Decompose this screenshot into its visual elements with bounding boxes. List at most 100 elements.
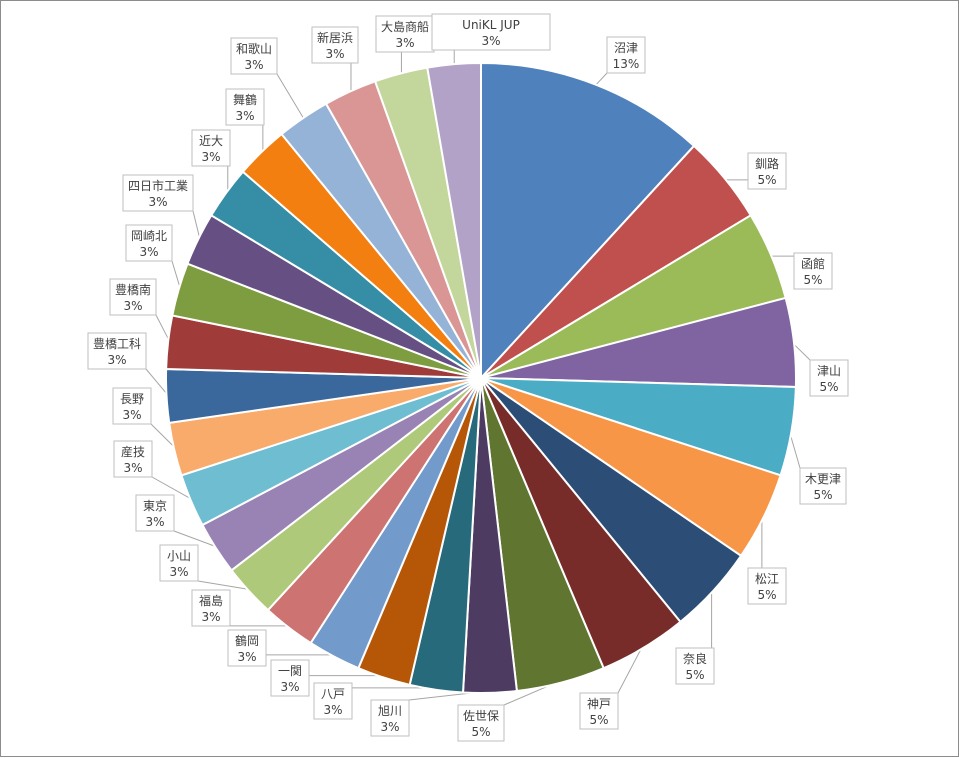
data-label-name: 神戸 — [587, 697, 611, 711]
data-labels: 沼津 13% 釧路 5% 函館 5% 津山 5% 木更津 5% 松江 5% 奈良 5% 神戸 5% 佐世保 5% 旭… — [87, 13, 849, 742]
data-label-value: 3% — [325, 47, 344, 61]
data-label-box — [675, 647, 715, 685]
data-label-box — [191, 589, 231, 627]
data-label-name: 大島商船 — [381, 19, 429, 34]
data-label-box — [227, 629, 267, 667]
data-label-13: 鶴岡 3% — [227, 629, 267, 667]
data-label-name: UniKL JUP — [462, 18, 520, 32]
data-label-value: 3% — [123, 299, 142, 313]
data-label-box — [370, 699, 410, 737]
data-label-box — [747, 567, 787, 605]
data-label-name: 沼津 — [614, 41, 638, 55]
data-label-box — [270, 659, 310, 697]
data-label-value: 3% — [123, 461, 142, 475]
data-label-name: 松江 — [755, 572, 779, 586]
data-label-box — [135, 494, 175, 532]
data-label-17: 産技 3% — [113, 440, 153, 478]
data-label-value: 3% — [201, 150, 220, 164]
data-label-25: 和歌山 3% — [230, 37, 278, 75]
data-label-value: 3% — [169, 565, 188, 579]
data-label-name: 旭川 — [378, 704, 402, 718]
data-label-name: 産技 — [121, 444, 145, 459]
data-label-9: 佐世保 5% — [457, 704, 505, 742]
data-label-value: 5% — [803, 273, 822, 287]
leader-line — [173, 530, 218, 548]
data-label-name: 和歌山 — [236, 41, 272, 56]
data-label-8: 神戸 5% — [579, 692, 619, 730]
data-label-value: 5% — [685, 668, 704, 682]
data-label-name: 近大 — [199, 134, 223, 148]
data-label-name: 鶴岡 — [235, 633, 259, 648]
data-label-box — [311, 26, 359, 64]
data-label-box — [125, 224, 173, 262]
data-label-4: 津山 5% — [809, 359, 849, 397]
data-label-name: 奈良 — [683, 651, 707, 666]
data-label-name: 釧路 — [755, 156, 779, 171]
data-label-box — [191, 129, 231, 167]
data-label-box — [579, 692, 619, 730]
data-label-name: 長野 — [120, 392, 144, 406]
pie-slice-1 — [480, 61, 696, 381]
pie-slice-28 — [426, 61, 482, 379]
data-label-name: 豊橋南 — [115, 282, 151, 297]
data-label-name: 八戸 — [321, 687, 345, 701]
leader-line — [617, 645, 644, 694]
data-label-28: UniKL JUP 3% — [431, 13, 551, 51]
data-label-value: 5% — [471, 725, 490, 739]
data-label-22: 四日市工業 3% — [122, 174, 194, 212]
data-label-value: 5% — [819, 380, 838, 394]
data-label-box — [375, 15, 435, 53]
data-label-box — [109, 278, 157, 316]
data-label-value: 3% — [145, 515, 164, 529]
data-label-19: 豊橋工科 3% — [87, 332, 147, 370]
data-label-value: 3% — [395, 36, 414, 50]
data-label-20: 豊橋南 3% — [109, 278, 157, 316]
data-label-value: 3% — [235, 109, 254, 123]
data-label-3: 函館 5% — [793, 252, 833, 290]
data-label-value: 3% — [122, 408, 141, 422]
data-label-box — [225, 88, 265, 126]
data-label-name: 一関 — [278, 664, 302, 678]
data-label-name: 佐世保 — [463, 709, 499, 723]
data-label-box — [113, 440, 153, 478]
data-label-value: 3% — [280, 680, 299, 694]
data-label-23: 近大 3% — [191, 129, 231, 167]
data-label-1: 沼津 13% — [606, 36, 646, 74]
data-label-box — [122, 174, 194, 212]
data-label-value: 3% — [201, 610, 220, 624]
data-label-value: 13% — [613, 57, 640, 71]
data-label-14: 福島 3% — [191, 589, 231, 627]
leader-line — [197, 580, 251, 591]
data-label-name: 東京 — [143, 499, 167, 513]
data-label-15: 小山 3% — [159, 544, 199, 582]
data-label-box — [799, 467, 847, 505]
data-label-name: 岡崎北 — [131, 229, 167, 243]
data-label-box — [793, 252, 833, 290]
data-label-value: 3% — [244, 58, 263, 72]
pie-slices — [165, 61, 797, 694]
data-label-name: 津山 — [817, 364, 841, 378]
data-label-value: 3% — [107, 353, 126, 367]
data-label-24: 舞鶴 3% — [225, 88, 265, 126]
data-label-box — [112, 387, 152, 425]
data-label-value: 5% — [813, 488, 832, 502]
data-label-11: 八戸 3% — [313, 682, 353, 720]
data-label-name: 木更津 — [805, 472, 841, 486]
leader-line — [192, 210, 201, 241]
data-label-name: 福島 — [199, 593, 223, 608]
data-label-name: 小山 — [167, 549, 191, 563]
leader-line — [151, 476, 193, 501]
data-label-value: 3% — [481, 34, 500, 48]
data-label-value: 3% — [380, 720, 399, 734]
data-label-27: 大島商船 3% — [375, 15, 435, 53]
data-label-16: 東京 3% — [135, 494, 175, 532]
data-label-21: 岡崎北 3% — [125, 224, 173, 262]
leader-line — [276, 73, 305, 120]
data-label-12: 一関 3% — [270, 659, 310, 697]
data-label-name: 四日市工業 — [128, 178, 188, 193]
data-label-7: 奈良 5% — [675, 647, 715, 685]
data-label-10: 旭川 3% — [370, 699, 410, 737]
data-label-6: 松江 5% — [747, 567, 787, 605]
